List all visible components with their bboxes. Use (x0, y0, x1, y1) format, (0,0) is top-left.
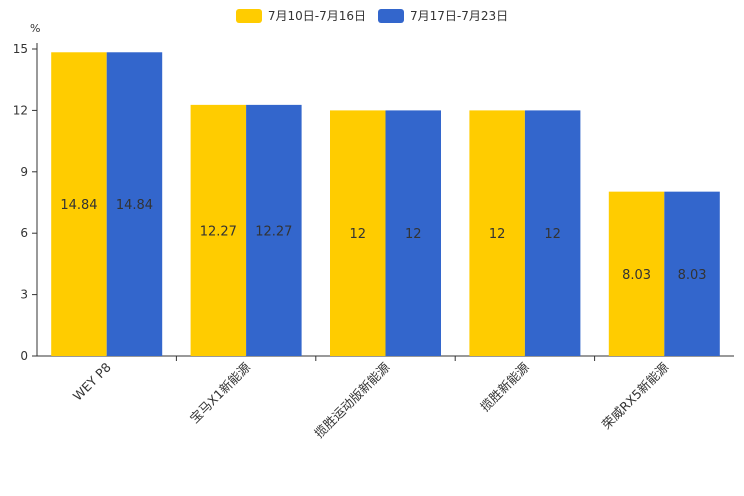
y-tick-label: 15 (13, 42, 28, 56)
bar-series-2[interactable] (664, 191, 720, 356)
x-tick-label: 荣威RX5新能源 (599, 359, 672, 432)
bar-series-2[interactable] (246, 104, 302, 357)
bar-series-2[interactable] (106, 52, 163, 357)
data-label: 12 (349, 227, 366, 242)
data-label: 12.27 (255, 224, 292, 239)
data-label: 8.03 (678, 268, 707, 283)
x-tick-label: WEY P8 (70, 359, 114, 403)
y-tick-label: 6 (20, 226, 28, 240)
x-tick-label: 揽胜运动版新能源 (311, 359, 393, 441)
data-label: 12 (405, 227, 422, 242)
bar-series-1[interactable] (330, 110, 386, 357)
legend-swatch-series-2 (378, 8, 404, 23)
bar-series-2[interactable] (385, 110, 442, 357)
legend-swatch-series-1 (235, 8, 262, 23)
legend-item-series-2[interactable]: 7月17日-7月23日 (378, 7, 508, 24)
data-label: 14.84 (116, 198, 153, 213)
x-tick-label: 揽胜新能源 (477, 359, 532, 414)
legend-label-series-2: 7月17日-7月23日 (410, 9, 509, 23)
y-tick-label: 3 (20, 288, 28, 302)
data-label: 12 (544, 227, 561, 242)
data-label: 12 (489, 227, 506, 242)
y-tick-label: 9 (20, 165, 28, 179)
bar-series-1[interactable] (608, 191, 665, 356)
legend: 7月10日-7月16日 7月17日-7月23日 (0, 7, 744, 24)
bar-series-1[interactable] (51, 52, 107, 357)
data-label: 12.27 (200, 224, 237, 239)
y-axis-unit: % (30, 22, 41, 35)
bar-series-2[interactable] (524, 110, 581, 357)
x-tick-label: 宝马X1新能源 (187, 359, 254, 426)
legend-item-series-1[interactable]: 7月10日-7月16日 (235, 7, 366, 24)
y-tick-label: 12 (13, 103, 28, 117)
data-label: 8.03 (622, 268, 651, 283)
bar-series-1[interactable] (469, 110, 525, 357)
bar-series-1[interactable] (190, 104, 247, 357)
y-tick-label: 0 (20, 349, 28, 363)
legend-label-series-1: 7月10日-7月16日 (267, 9, 366, 23)
data-label: 14.84 (60, 198, 97, 213)
